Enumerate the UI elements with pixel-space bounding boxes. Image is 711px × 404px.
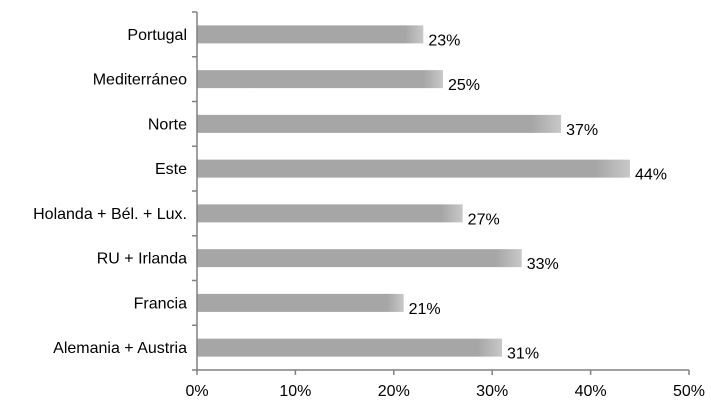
axes-group [192, 11, 690, 375]
bar-norte [197, 114, 562, 133]
bar-mediterraneo [197, 70, 443, 89]
bars-group [197, 25, 630, 357]
bar-alemania-austria [197, 338, 503, 357]
data-label-portugal: 23% [428, 32, 460, 49]
data-label-norte: 37% [566, 122, 598, 139]
data-label-ru-irlanda: 33% [527, 256, 559, 273]
bar-holanda-bel-lux [197, 204, 463, 223]
category-label-este: Este [155, 161, 187, 178]
category-label-holanda-bel-lux: Holanda + Bél. + Lux. [33, 206, 187, 223]
category-label-alemania-austria: Alemania + Austria [53, 340, 187, 357]
labels-group: Portugal 23% Mediterráneo 25% Norte 37% Este 44… [33, 27, 705, 400]
category-label-francia: Francia [134, 295, 187, 312]
x-tick-label-10: 10% [279, 383, 311, 400]
data-label-francia: 21% [409, 301, 441, 318]
data-label-este: 44% [635, 167, 667, 184]
bar-ru-irlanda [197, 249, 522, 268]
data-label-mediterraneo: 25% [448, 77, 480, 94]
bar-este [197, 159, 630, 178]
category-label-portugal: Portugal [127, 27, 187, 44]
category-label-ru-irlanda: RU + Irlanda [97, 251, 187, 268]
x-tick-label-50: 50% [673, 383, 705, 400]
bar-portugal [197, 25, 424, 44]
category-label-norte: Norte [148, 116, 187, 133]
data-label-alemania-austria: 31% [507, 346, 539, 363]
x-tick-label-30: 30% [476, 383, 508, 400]
bar-francia [197, 293, 404, 312]
x-tick-label-40: 40% [575, 383, 607, 400]
category-label-mediterraneo: Mediterráneo [93, 72, 187, 89]
data-label-holanda-bel-lux: 27% [468, 211, 500, 228]
x-tick-label-20: 20% [378, 383, 410, 400]
x-tick-label-0: 0% [185, 383, 208, 400]
